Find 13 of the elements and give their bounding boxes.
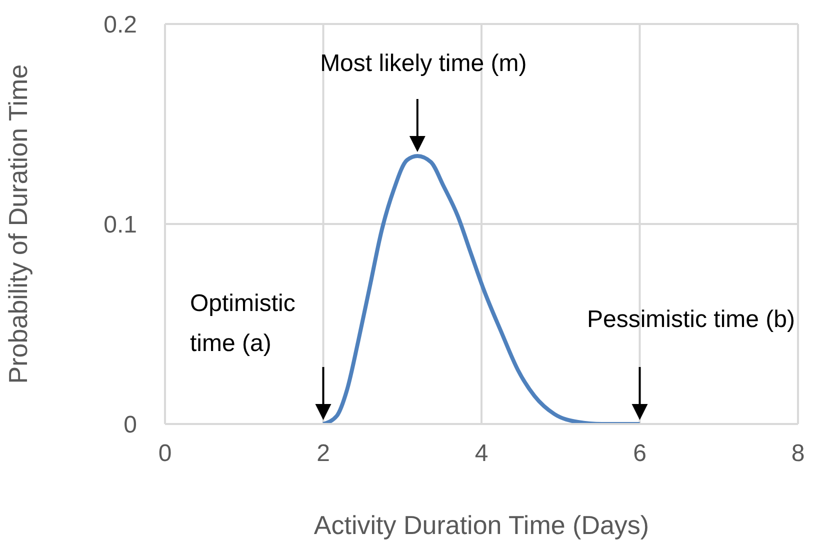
x-tick-label: 2 [316, 440, 330, 468]
y-tick-label: 0.2 [104, 12, 137, 39]
x-tick-label: 6 [633, 440, 646, 468]
x-tick-label: 8 [791, 440, 805, 468]
y-tick-label: 0.1 [104, 212, 137, 239]
annotation: Pessimistic time (b) [586, 306, 795, 333]
y-axis-title: Probability of Duration Time [3, 64, 34, 384]
annotation: Most likely time (m) [320, 50, 527, 77]
x-tick-label: 0 [158, 440, 172, 468]
annotation: Optimistic time (a) [190, 290, 296, 357]
x-tick-label: 4 [474, 440, 488, 468]
x-axis-title: Activity Duration Time (Days) [314, 510, 650, 540]
y-tick-label: 0 [124, 412, 137, 439]
